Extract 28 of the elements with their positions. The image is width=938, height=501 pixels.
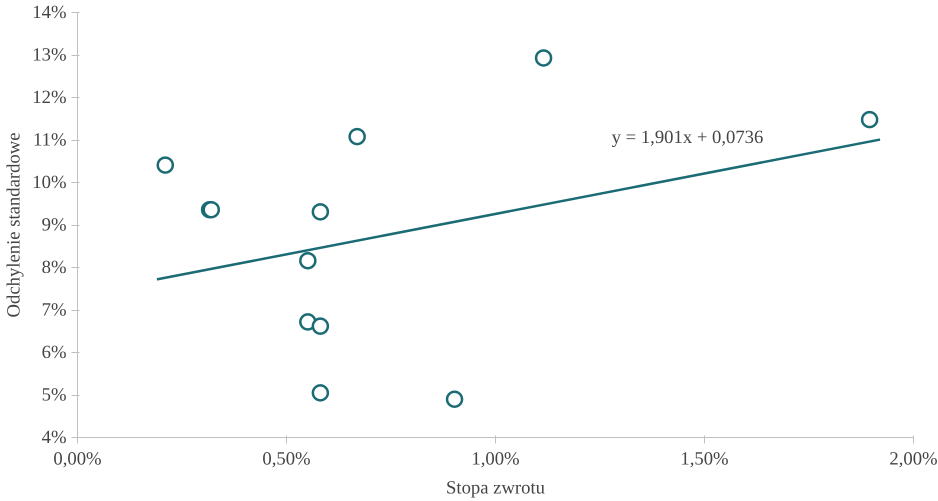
point [348,128,366,146]
y-tick-label: 12% [32,87,67,108]
x-tick-label: 1,00% [471,448,520,470]
y-tick-label: 14% [32,2,67,23]
x-axis-title: Stopa zwrotu [446,478,546,498]
y-tick-label: 8% [42,257,67,278]
point [299,252,317,270]
y-tick-label: 5% [42,384,67,406]
point [156,156,174,174]
annotation: y = 1,901x + 0,0736 [612,127,764,148]
y-tick-label: 11% [32,130,67,150]
point [312,384,330,402]
point [446,390,464,408]
y-tick-label: 6% [42,342,67,363]
point [860,110,878,128]
point [534,49,552,67]
y-axis-title: Odchylenie standardowe [3,132,24,318]
y-tick-label: 4% [42,427,67,448]
y-tick-label: 7% [42,300,67,320]
x-tick-label: 0,00% [53,448,102,470]
y-tick-label: 13% [32,44,67,66]
x-tick-label: 0,50% [262,448,311,470]
point [312,203,330,221]
x-tick-label: 2,00% [889,448,938,470]
point [312,317,330,335]
y-tick-label: 9% [42,214,67,236]
y-tick-label: 10% [32,172,67,193]
x-tick-label: 1,50% [680,448,729,470]
